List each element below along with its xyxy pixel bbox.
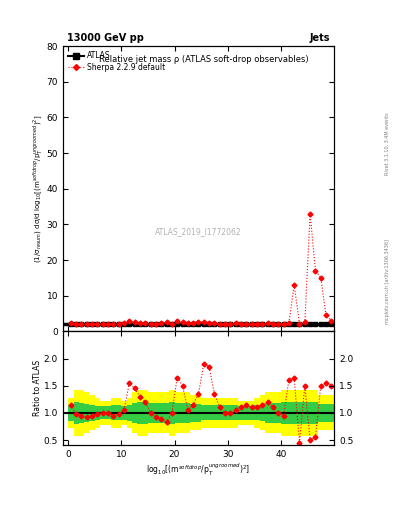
Legend: ATLAS, Sherpa 2.2.9 default: ATLAS, Sherpa 2.2.9 default — [67, 50, 166, 73]
Text: Jets: Jets — [310, 33, 330, 44]
Text: mcplots.cern.ch [arXiv:1306.3436]: mcplots.cern.ch [arXiv:1306.3436] — [385, 239, 389, 324]
Text: 13000 GeV pp: 13000 GeV pp — [67, 33, 144, 44]
Text: Rivet 3.1.10, 3.4M events: Rivet 3.1.10, 3.4M events — [385, 112, 389, 175]
Y-axis label: (1/σ$_{resum}$) dσ/d log$_{10}$[(m$^{soft drop}$/p$_T^{ungroomed}$)$^2$]: (1/σ$_{resum}$) dσ/d log$_{10}$[(m$^{sof… — [32, 115, 45, 263]
X-axis label: log$_{10}$[(m$^{soft drop}$/p$_T^{ungroomed}$)$^2$]: log$_{10}$[(m$^{soft drop}$/p$_T^{ungroo… — [146, 462, 251, 478]
Text: Relative jet mass ρ (ATLAS soft-drop observables): Relative jet mass ρ (ATLAS soft-drop obs… — [99, 55, 309, 63]
Text: ATLAS_2019_I1772062: ATLAS_2019_I1772062 — [155, 227, 242, 236]
Y-axis label: Ratio to ATLAS: Ratio to ATLAS — [33, 360, 42, 416]
